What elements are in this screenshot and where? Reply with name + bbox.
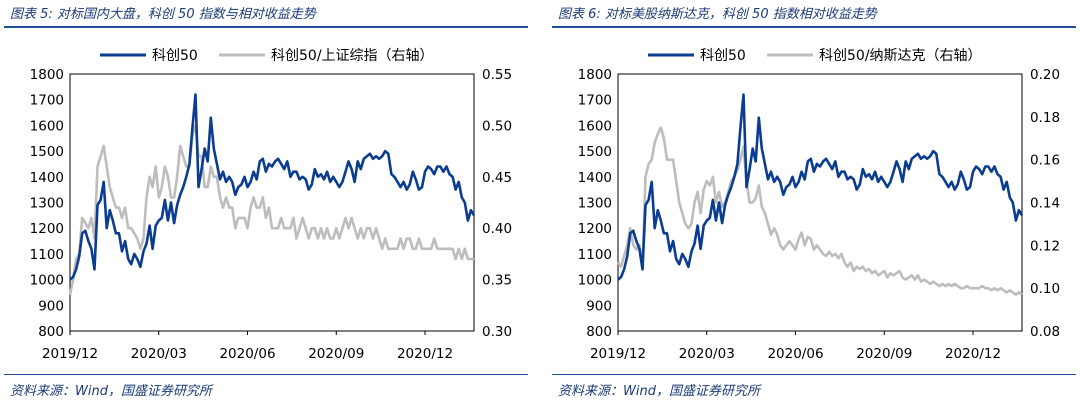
y-left-tick-label: 1100 <box>30 247 64 263</box>
y-right-tick-label: 0.40 <box>482 221 512 237</box>
y-left-tick-label: 1000 <box>30 273 64 289</box>
source-divider <box>4 374 528 375</box>
y-left-tick-label: 900 <box>38 298 64 314</box>
y-left-tick-label: 1500 <box>30 144 64 160</box>
y-left-tick-label: 1800 <box>578 67 612 83</box>
x-tick-label: 2020/12 <box>397 346 453 362</box>
source-note: 资料来源：Wind，国盛证券研究所 <box>558 384 760 399</box>
y-left-tick-label: 1800 <box>30 67 64 83</box>
x-tick-label: 2020/03 <box>679 346 735 362</box>
legend-label: 科创50/上证综指（右轴） <box>271 48 434 64</box>
x-tick-label: 2020/12 <box>945 346 1001 362</box>
legend-label: 科创50 <box>152 48 198 64</box>
series-line-primary <box>617 93 1024 281</box>
caption-divider <box>552 26 1076 28</box>
source-divider <box>552 374 1076 375</box>
x-tick-label: 2020/09 <box>308 346 364 362</box>
y-right-tick-label: 0.10 <box>1030 281 1060 297</box>
plot-frame <box>617 73 1023 332</box>
y-left-tick-label: 1100 <box>578 247 612 263</box>
chart-caption: 图表 6: 对标美股纳斯达克，科创 50 指数相对收益走势 <box>558 7 877 22</box>
y-right-tick-label: 0.20 <box>1030 67 1060 83</box>
x-tick-label: 2019/12 <box>590 346 646 362</box>
y-left-tick-label: 1200 <box>578 221 612 237</box>
plot-frame <box>69 73 475 332</box>
caption-divider <box>4 26 528 28</box>
x-tick-label: 2020/09 <box>856 346 912 362</box>
left-chart-panel: 图表 5: 对标国内大盘，科创 50 指数与相对收益走势 800 900 1000 1… <box>4 0 532 403</box>
y-left-tick-label: 1300 <box>578 196 612 212</box>
y-right-tick-label: 0.45 <box>482 170 512 186</box>
chart-right: 800 900 1000 1100 1200 1300 1400 1500 1600 1700 18… <box>578 48 1060 362</box>
series-line-relative <box>616 126 1023 296</box>
y-right-tick-label: 0.16 <box>1030 153 1060 169</box>
y-left-tick-label: 1700 <box>30 93 64 109</box>
right-chart-panel: 图表 6: 对标美股纳斯达克，科创 50 指数相对收益走势 800 900 1000… <box>552 0 1080 403</box>
chart-caption: 图表 5: 对标国内大盘，科创 50 指数与相对收益走势 <box>10 7 316 22</box>
x-tick-label: 2020/06 <box>219 346 275 362</box>
y-left-tick-label: 1400 <box>578 170 612 186</box>
y-right-tick-label: 0.18 <box>1030 110 1060 126</box>
y-left-tick-label: 1200 <box>30 221 64 237</box>
y-left-tick-label: 800 <box>586 324 612 340</box>
series-line-relative <box>68 124 474 296</box>
y-left-tick-label: 800 <box>38 324 64 340</box>
y-left-tick-label: 1500 <box>578 144 612 160</box>
y-right-tick-label: 0.14 <box>1030 196 1060 212</box>
y-right-tick-label: 0.50 <box>482 118 512 134</box>
y-left-tick-label: 900 <box>586 298 612 314</box>
y-right-tick-label: 0.30 <box>482 324 512 340</box>
source-note: 资料来源：Wind，国盛证券研究所 <box>10 384 212 399</box>
legend-label: 科创50 <box>700 48 746 64</box>
y-right-tick-label: 0.35 <box>482 273 512 289</box>
x-tick-label: 2019/12 <box>42 346 98 362</box>
y-left-tick-label: 1300 <box>30 196 64 212</box>
y-right-tick-label: 0.12 <box>1030 238 1060 254</box>
x-tick-label: 2020/06 <box>767 346 823 362</box>
y-left-tick-label: 1600 <box>30 118 64 134</box>
y-left-tick-label: 1000 <box>578 273 612 289</box>
legend-label: 科创50/纳斯达克（右轴） <box>819 48 982 64</box>
y-right-tick-label: 0.55 <box>482 67 512 83</box>
y-right-tick-label: 0.08 <box>1030 324 1060 340</box>
y-left-tick-label: 1700 <box>578 93 612 109</box>
x-tick-label: 2020/03 <box>131 346 187 362</box>
chart-left: 800 900 1000 1100 1200 1300 1400 1500 1600 1700 18… <box>30 48 512 362</box>
y-left-tick-label: 1400 <box>30 170 64 186</box>
series-line-primary <box>69 93 476 281</box>
y-left-tick-label: 1600 <box>578 118 612 134</box>
